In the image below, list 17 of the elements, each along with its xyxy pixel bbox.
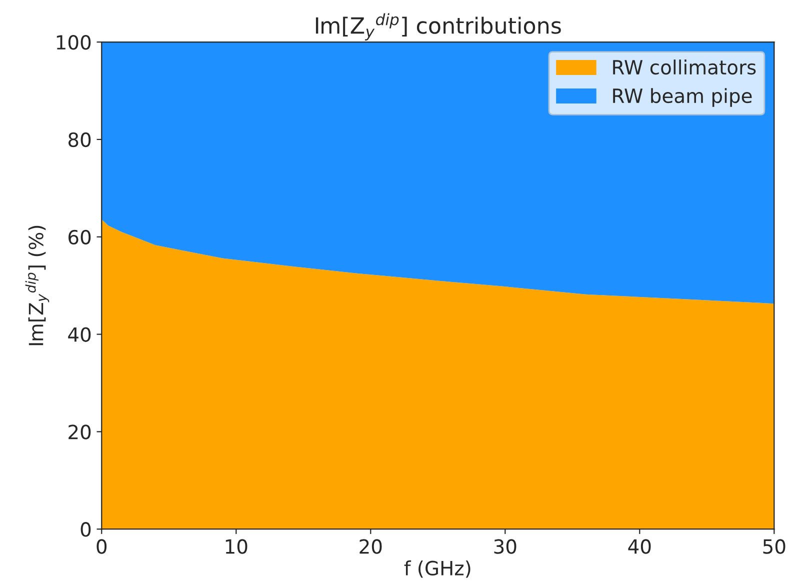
x-tick-label: 0: [96, 539, 107, 554]
legend-label: RW collimators: [613, 60, 756, 75]
y-tick-label: 20: [68, 424, 91, 440]
x-axis-title: f (GHz): [404, 560, 470, 578]
chart-title: Im[Z$_{y}$$^{dip}$] contributions: [316, 13, 561, 40]
y-tick-label: 0: [80, 522, 91, 537]
x-tick-label: 30: [494, 539, 516, 554]
y-tick-label: 40: [68, 327, 91, 342]
x-tick-label: 10: [226, 539, 248, 554]
legend-label: RW beam pipe: [613, 88, 752, 107]
x-tick-label: 50: [763, 539, 786, 554]
x-tick-label: 40: [628, 539, 651, 554]
y-axis-title: Im[Z$_{y}$$^{dip}$] (%): [25, 226, 50, 346]
y-tick-label: 100: [56, 35, 91, 50]
y-tick-label: 80: [68, 132, 91, 148]
y-tick-label: 60: [68, 230, 91, 245]
x-tick-label: 20: [360, 539, 382, 554]
